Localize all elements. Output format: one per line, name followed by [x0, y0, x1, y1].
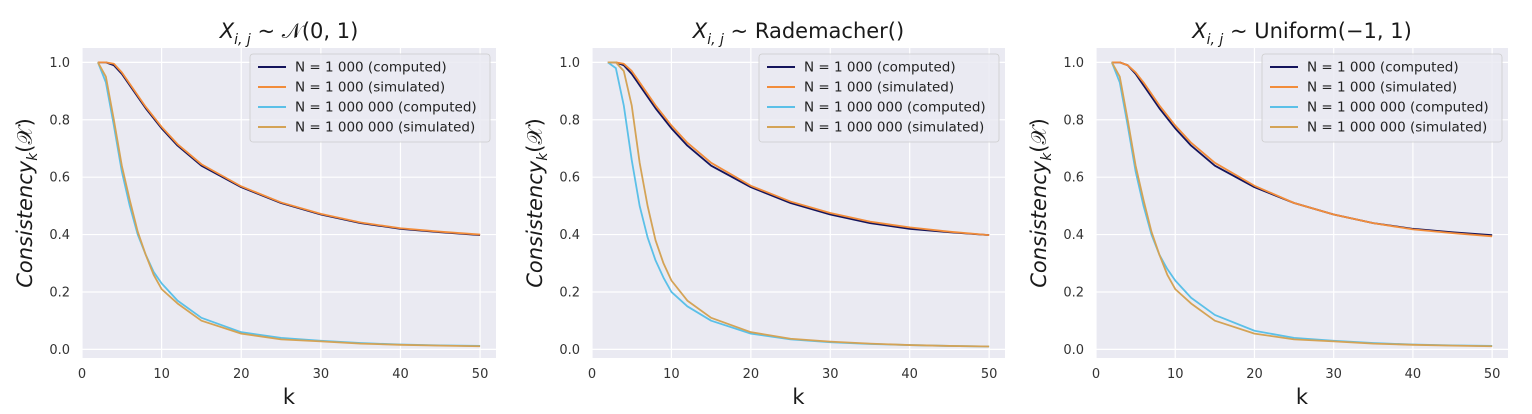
y-axis-label-main: Consistency: [523, 160, 547, 288]
chart-title: Xi, j ~ Uniform(−1, 1): [1191, 19, 1412, 48]
chart-panel-2: 0 10 20 30 40 500.00.20.40.60.81.0kConsistenc…: [523, 19, 1005, 409]
y-axis-label-sub: k: [1039, 152, 1055, 161]
y-tick-label: 1.0: [49, 56, 70, 71]
chart-title-prefix: X: [692, 19, 708, 43]
legend-label-2: N = 1 000 (simulated): [1307, 80, 1457, 96]
legend-label-4: N = 1 000 000 (simulated): [804, 120, 984, 136]
chart-panel-1: 0 10 20 30 40 500.00.20.40.60.81.0kConsistenc…: [13, 19, 496, 409]
chart-title-sub: i, j: [1207, 32, 1224, 48]
legend-label-1: N = 1 000 (computed): [1307, 60, 1459, 76]
legend-label-3: N = 1 000 000 (computed): [804, 100, 986, 116]
x-tick-label: 40: [392, 367, 409, 382]
x-tick-label: 20: [233, 367, 250, 382]
legend-label-2: N = 1 000 (simulated): [295, 80, 445, 96]
legend-box: [758, 53, 1000, 143]
x-tick-label: 20: [743, 367, 760, 382]
y-axis-label-main: Consistency: [13, 160, 37, 288]
series-line-2: [97, 61, 481, 236]
x-tick-label: 0: [1092, 367, 1100, 382]
legend-label-1: N = 1 000 (computed): [295, 60, 447, 76]
chart-title-rest: ~ Rademacher(): [724, 19, 904, 43]
series-line-2: [1111, 61, 1493, 238]
chart-title-rest: ~ 𝒩(0, 1): [251, 19, 359, 43]
legend: N = 1 000 (computed) N = 1 000 (simulated…: [758, 53, 1000, 143]
x-tick-label: 40: [1405, 367, 1422, 382]
y-tick-label: 0.4: [559, 228, 580, 243]
series-line-4: [1111, 61, 1493, 348]
x-tick-label: 40: [901, 367, 918, 382]
y-axis-label: Consistencyk(𝒳): [523, 118, 551, 288]
y-axis-label: Consistencyk(𝒳): [13, 118, 41, 288]
x-tick-label: 50: [1484, 367, 1501, 382]
chart-title: Xi, j ~ Rademacher(): [692, 19, 904, 48]
y-tick-label: 0.6: [559, 171, 580, 186]
chart-title-prefix: X: [219, 19, 235, 43]
y-tick-label: 0.2: [49, 285, 70, 300]
y-tick-label: 0.0: [1063, 343, 1084, 358]
x-tick-label: 50: [981, 367, 998, 382]
y-axis-label-arg: (𝒳): [523, 118, 547, 152]
legend-label-3: N = 1 000 000 (computed): [295, 100, 477, 116]
y-tick-label: 0.4: [49, 228, 70, 243]
legend-label-2: N = 1 000 (simulated): [804, 80, 954, 96]
x-tick-label: 20: [1246, 367, 1263, 382]
chart-title-prefix: X: [1191, 19, 1207, 43]
x-tick-label: 30: [1325, 367, 1342, 382]
y-tick-label: 0.6: [49, 171, 70, 186]
y-tick-label: 1.0: [1063, 56, 1084, 71]
y-tick-label: 0.0: [559, 343, 580, 358]
y-tick-label: 0.2: [1063, 285, 1084, 300]
x-tick-label: 0: [78, 367, 86, 382]
y-tick-label: 0.2: [559, 285, 580, 300]
legend-box: [1261, 53, 1503, 143]
legend-label-3: N = 1 000 000 (computed): [1307, 100, 1489, 116]
x-tick-label: 10: [1167, 367, 1184, 382]
chart-title-sub: i, j: [707, 32, 724, 48]
legend-box: [249, 53, 491, 143]
y-tick-label: 0.4: [1063, 228, 1084, 243]
y-tick-label: 0.8: [1063, 113, 1084, 128]
x-tick-label: 10: [153, 367, 170, 382]
y-axis-label-arg: (𝒳): [1027, 118, 1051, 152]
y-axis-label-sub: k: [25, 152, 41, 161]
legend-label-4: N = 1 000 000 (simulated): [1307, 120, 1487, 136]
y-tick-label: 1.0: [559, 56, 580, 71]
legend-label-1: N = 1 000 (computed): [804, 60, 956, 76]
series-line-2: [607, 61, 990, 237]
x-axis-label: k: [283, 385, 296, 409]
legend: N = 1 000 (computed) N = 1 000 (simulated…: [1261, 53, 1503, 143]
x-tick-label: 0: [588, 367, 596, 382]
chart-panel-3: 0 10 20 30 40 500.00.20.40.60.81.0kConsistenc…: [1027, 19, 1508, 409]
y-tick-label: 0.8: [559, 113, 580, 128]
chart-title-sub: i, j: [234, 32, 251, 48]
series-line-1: [607, 61, 990, 237]
y-tick-label: 0.6: [1063, 171, 1084, 186]
chart-title: Xi, j ~ 𝒩(0, 1): [219, 19, 359, 48]
y-axis-label-sub: k: [535, 152, 551, 161]
y-axis-label-main: Consistency: [1027, 160, 1051, 288]
legend: N = 1 000 (computed) N = 1 000 (simulated…: [249, 53, 491, 143]
x-tick-label: 50: [472, 367, 489, 382]
y-axis-label-arg: (𝒳): [13, 118, 37, 152]
x-tick-label: 30: [313, 367, 330, 382]
series-line-4: [607, 61, 990, 348]
y-axis-label: Consistencyk(𝒳): [1027, 118, 1055, 288]
x-tick-label: 10: [663, 367, 680, 382]
x-axis-label: k: [792, 385, 805, 409]
x-tick-label: 30: [822, 367, 839, 382]
chart-title-rest: ~ Uniform(−1, 1): [1223, 19, 1411, 43]
y-tick-label: 0.8: [49, 113, 70, 128]
series-line-4: [97, 61, 481, 348]
y-tick-label: 0.0: [49, 343, 70, 358]
legend-label-4: N = 1 000 000 (simulated): [295, 120, 475, 136]
x-axis-label: k: [1296, 385, 1309, 409]
